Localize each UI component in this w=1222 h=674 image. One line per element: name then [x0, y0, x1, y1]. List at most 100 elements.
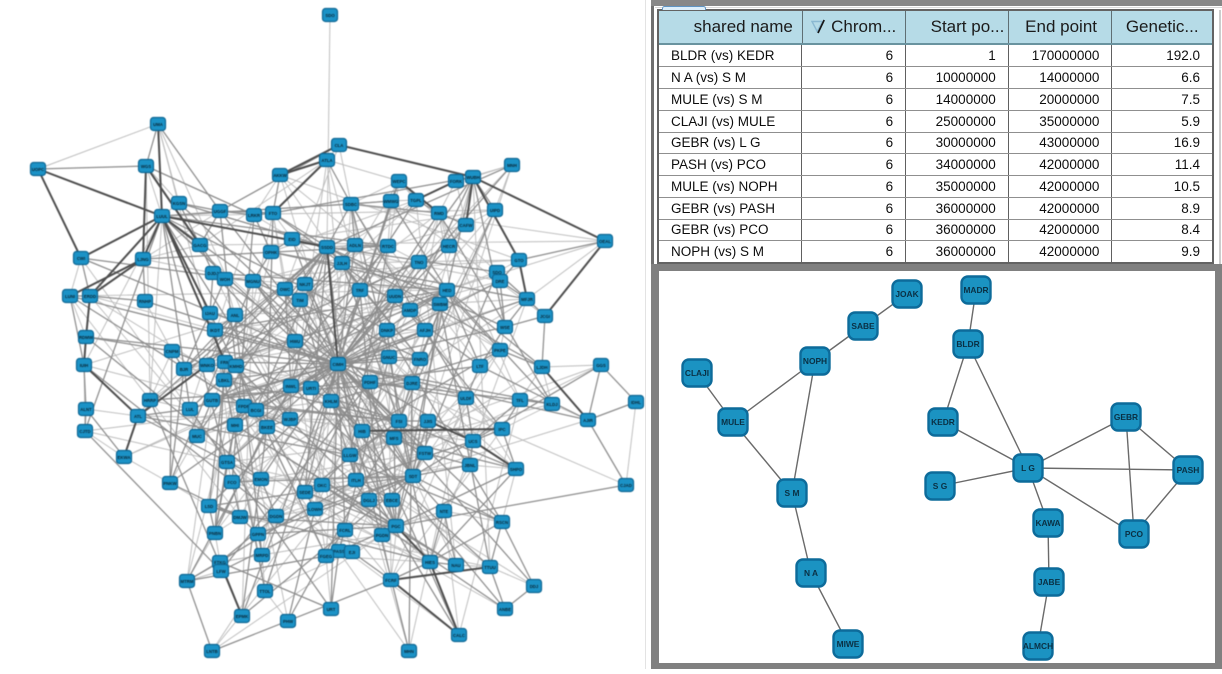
svg-text:GEBR: GEBR [1114, 412, 1138, 422]
svg-text:UMA: UMA [153, 122, 163, 127]
svg-text:SWBM: SWBM [433, 302, 447, 307]
svg-text:TRF: TRF [356, 288, 365, 293]
svg-text:URTI: URTI [306, 386, 316, 391]
svg-text:HRRP: HRRP [144, 398, 156, 403]
svg-text:MFJR: MFJR [521, 297, 534, 302]
svg-text:CNPM: CNPM [166, 349, 179, 354]
svg-text:OWC: OWC [280, 287, 291, 292]
svg-text:LLGW: LLGW [344, 453, 358, 458]
svg-text:KGSN: KGSN [173, 201, 185, 206]
svg-text:MRPD: MRPD [256, 553, 269, 558]
svg-text:BJR: BJR [180, 367, 189, 372]
svg-text:KMHD: KMHD [230, 364, 243, 369]
svg-text:UUDN: UUDN [389, 294, 401, 299]
svg-text:ITLH: ITLH [351, 478, 361, 483]
svg-text:EID: EID [288, 237, 295, 242]
svg-text:WEPC: WEPC [393, 179, 406, 184]
svg-text:CJTD: CJTD [79, 429, 90, 434]
svg-text:NAU: NAU [451, 563, 460, 568]
svg-text:GACG: GACG [194, 243, 208, 248]
svg-text:KHLM: KHLM [325, 399, 338, 404]
svg-text:EJI: EJI [349, 550, 355, 555]
svg-text:HIB: HIB [358, 429, 365, 434]
svg-text:BLDR: BLDR [956, 339, 979, 349]
svg-text:SABE: SABE [851, 321, 875, 331]
svg-text:LRKR: LRKR [248, 213, 261, 218]
svg-text:SDO: SDO [492, 270, 502, 275]
svg-text:KEDR: KEDR [931, 417, 955, 427]
svg-text:FCO: FCO [227, 480, 237, 485]
svg-text:FCRL: FCRL [339, 528, 351, 533]
svg-text:HECR: HECR [443, 244, 456, 249]
svg-text:FSI: FSI [396, 419, 403, 424]
svg-text:ALNT: ALNT [80, 407, 92, 412]
svg-text:FORK: FORK [450, 179, 463, 184]
svg-text:AJIR: AJIR [583, 418, 594, 423]
svg-text:UCS: UCS [468, 439, 477, 444]
svg-text:PDHF: PDHF [364, 380, 376, 385]
svg-text:LSD: LSD [205, 504, 214, 509]
svg-text:AFJH: AFJH [419, 328, 430, 333]
svg-text:ERDD: ERDD [84, 294, 96, 299]
svg-text:S M: S M [785, 488, 800, 498]
svg-text:LTF: LTF [476, 364, 484, 369]
svg-text:TIM: TIM [296, 298, 304, 303]
svg-text:JOAK: JOAK [895, 289, 918, 299]
svg-text:GPPN: GPPN [252, 532, 264, 537]
svg-text:DGDN: DGDN [270, 514, 283, 519]
svg-text:LUNI: LUNI [65, 294, 75, 299]
svg-text:LFW: LFW [216, 569, 226, 574]
svg-text:GTSA: GTSA [221, 460, 233, 465]
svg-text:MUC: MUC [192, 434, 202, 439]
svg-text:LBKL: LBKL [218, 378, 230, 383]
svg-text:ADLN: ADLN [349, 243, 361, 248]
svg-text:IDHL: IDHL [631, 400, 641, 405]
svg-text:FTO: FTO [269, 211, 278, 216]
svg-text:OKC: OKC [317, 483, 327, 488]
svg-text:DRE: DRE [495, 279, 504, 284]
svg-text:CJAD: CJAD [620, 483, 632, 488]
svg-text:PASS: PASS [333, 549, 345, 554]
svg-text:SDT: SDT [409, 474, 418, 479]
svg-text:MHN: MHN [404, 649, 414, 654]
svg-text:MADR: MADR [963, 285, 988, 295]
svg-text:RNHP: RNHP [139, 299, 151, 304]
svg-text:MTRM: MTRM [181, 579, 194, 584]
svg-text:UGGF: UGGF [214, 209, 227, 214]
svg-text:S G: S G [933, 481, 947, 491]
svg-text:ANL: ANL [231, 313, 240, 318]
svg-text:ULDF: ULDF [460, 396, 472, 401]
svg-text:TNO: TNO [414, 260, 424, 265]
svg-text:CAFW: CAFW [460, 223, 474, 228]
svg-text:SDBC: SDBC [345, 202, 357, 207]
svg-text:PCO: PCO [1125, 529, 1144, 539]
svg-text:MULE: MULE [721, 417, 745, 427]
svg-text:JCGI: JCGI [540, 314, 550, 319]
svg-text:TGPL: TGPL [410, 198, 422, 203]
svg-text:UOPC: UOPC [32, 167, 44, 172]
svg-text:MFS: MFS [389, 436, 398, 441]
svg-text:SEDE: SEDE [299, 490, 311, 495]
svg-text:L G: L G [1021, 463, 1035, 473]
svg-text:PNKW: PNKW [163, 481, 177, 486]
svg-text:CWI: CWI [77, 256, 85, 261]
svg-text:PNBN: PNBN [209, 531, 221, 536]
svg-text:LJDH: LJDH [536, 365, 547, 370]
svg-text:WUBH: WUBH [466, 175, 479, 180]
svg-text:LJNG: LJNG [137, 257, 149, 262]
svg-text:PKPE: PKPE [494, 348, 506, 353]
svg-text:NKJT: NKJT [299, 282, 311, 287]
svg-text:RMD: RMD [434, 211, 444, 216]
svg-text:PHW: PHW [283, 619, 294, 624]
svg-text:FGEG: FGEG [320, 554, 333, 559]
svg-text:PASH: PASH [1177, 465, 1200, 475]
svg-text:JBNL: JBNL [464, 463, 476, 468]
svg-text:AKKW: AKKW [273, 173, 287, 178]
svg-text:WNKO: WNKO [200, 363, 214, 368]
svg-text:ATLA: ATLA [321, 158, 332, 163]
svg-text:MGNU: MGNU [246, 279, 259, 284]
svg-text:DNKP: DNKP [381, 328, 393, 333]
svg-text:N A: N A [804, 568, 818, 578]
svg-text:ATL: ATL [134, 414, 142, 419]
svg-text:CLAJI: CLAJI [685, 368, 709, 378]
